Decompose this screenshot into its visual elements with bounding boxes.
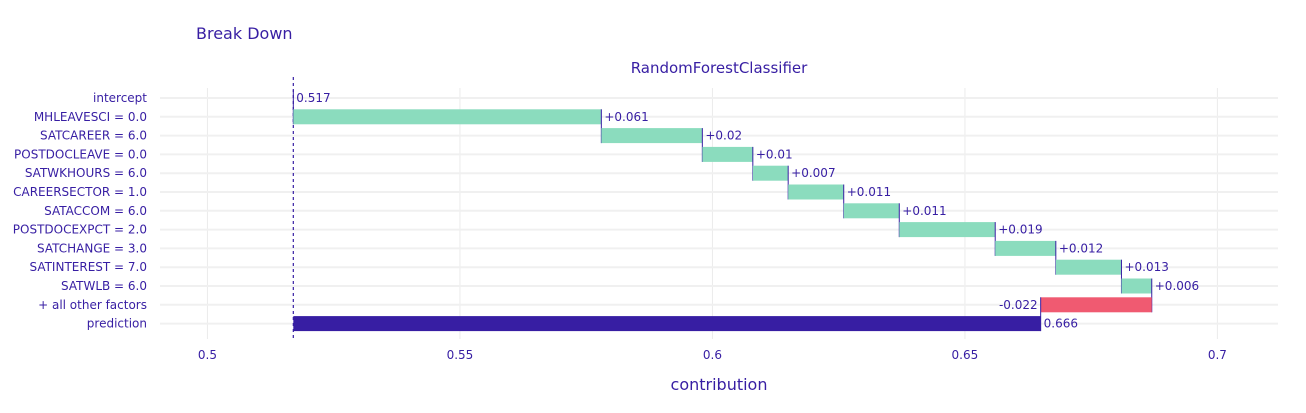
y-tick-label: SATCHANGE = 3.0 <box>37 241 147 255</box>
bar-positive <box>1055 259 1122 275</box>
y-axis-ticks: intercept MHLEAVESCI = 0.0 SATCAREER = 6.0… <box>13 91 148 331</box>
bar-positive <box>788 184 844 200</box>
chart-title: Break Down <box>196 24 293 43</box>
y-tick-label: MHLEAVESCI = 0.0 <box>34 110 147 124</box>
x-tick-label: 0.7 <box>1208 348 1227 362</box>
bars <box>292 77 1153 339</box>
data-label: +0.013 <box>1124 260 1168 274</box>
y-tick-label: + all other factors <box>38 298 147 312</box>
data-label: +0.012 <box>1059 241 1103 255</box>
y-tick-label: SATWKHOURS = 6.0 <box>25 166 147 180</box>
y-tick-label: SATINTEREST = 7.0 <box>29 260 147 274</box>
y-tick-label: CAREERSECTOR = 1.0 <box>13 185 147 199</box>
bar-positive <box>293 109 602 125</box>
x-axis-label: contribution <box>671 375 768 394</box>
data-label: +0.019 <box>998 223 1042 237</box>
bar-positive <box>601 128 703 144</box>
x-tick-label: 0.55 <box>447 348 474 362</box>
bar-positive <box>843 203 900 219</box>
y-tick-label: POSTDOCLEAVE = 0.0 <box>14 147 147 161</box>
data-label: 0.517 <box>296 91 330 105</box>
bar-positive <box>995 240 1056 256</box>
chart-subtitle: RandomForestClassifier <box>631 59 808 77</box>
x-axis-ticks: 0.5 0.55 0.6 0.65 0.7 <box>198 348 1227 362</box>
x-tick-label: 0.65 <box>952 348 979 362</box>
bar-positive <box>752 165 789 181</box>
x-tick-label: 0.5 <box>198 348 217 362</box>
data-label: +0.061 <box>604 110 648 124</box>
data-label: +0.02 <box>705 129 742 143</box>
bar-negative <box>1040 297 1152 313</box>
data-label: +0.011 <box>902 204 946 218</box>
bar-positive <box>899 222 996 238</box>
data-label: -0.022 <box>999 298 1038 312</box>
bar-prediction <box>293 316 1041 332</box>
data-label: +0.007 <box>791 166 835 180</box>
y-tick-label: SATACCOM = 6.0 <box>44 204 147 218</box>
y-tick-label: SATCAREER = 6.0 <box>40 129 147 143</box>
data-label: 0.666 <box>1044 317 1078 331</box>
bar-positive <box>702 146 753 162</box>
data-label: +0.011 <box>847 185 891 199</box>
data-label: +0.006 <box>1155 279 1199 293</box>
y-tick-label: SATWLB = 6.0 <box>61 279 147 293</box>
data-labels: 0.517 +0.061 +0.02 +0.01 +0.007 +0.011 +0.011 +… <box>296 91 1199 331</box>
bar-positive <box>1121 278 1152 294</box>
y-tick-label: POSTDOCEXPCT = 2.0 <box>13 223 147 237</box>
y-tick-label: prediction <box>87 317 147 331</box>
y-tick-label: intercept <box>93 91 147 105</box>
x-tick-label: 0.6 <box>703 348 722 362</box>
data-label: +0.01 <box>756 147 793 161</box>
